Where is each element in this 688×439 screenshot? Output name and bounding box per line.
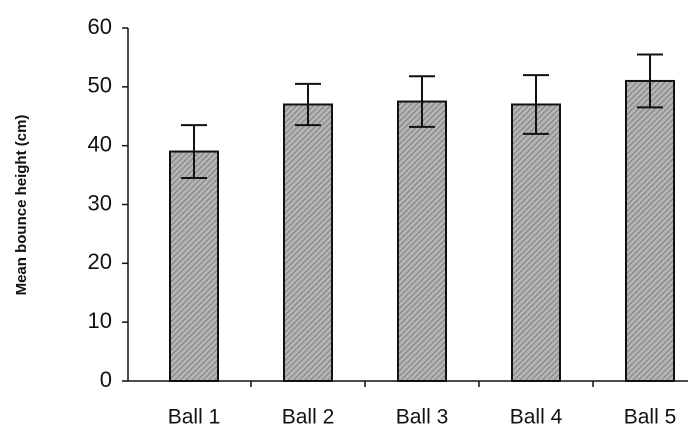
bar — [283, 103, 333, 382]
x-tick-label: Ball 1 — [168, 406, 221, 429]
x-tick-label: Ball 3 — [396, 406, 449, 429]
bar — [397, 100, 447, 383]
y-tick-label: 20 — [88, 249, 112, 274]
error-bar — [295, 82, 321, 127]
y-tick-label: 0 — [100, 367, 112, 392]
x-tick-label: Ball 4 — [510, 406, 563, 429]
bar — [511, 103, 561, 382]
x-tick-label: Ball 5 — [624, 406, 677, 429]
y-tick-label: 60 — [88, 14, 112, 39]
y-axis-label: Mean bounce height (cm) — [13, 115, 30, 296]
y-tick-label: 40 — [88, 131, 112, 156]
x-tick-label: Ball 2 — [282, 406, 335, 429]
bar — [169, 150, 219, 382]
error-bar — [523, 74, 549, 135]
y-tick-label: 10 — [88, 308, 112, 333]
error-bar — [409, 75, 435, 128]
error-bar — [181, 124, 207, 180]
bar — [625, 79, 675, 382]
error-bar — [637, 53, 663, 109]
y-tick-label: 30 — [88, 190, 112, 215]
y-tick-label: 50 — [88, 73, 112, 98]
